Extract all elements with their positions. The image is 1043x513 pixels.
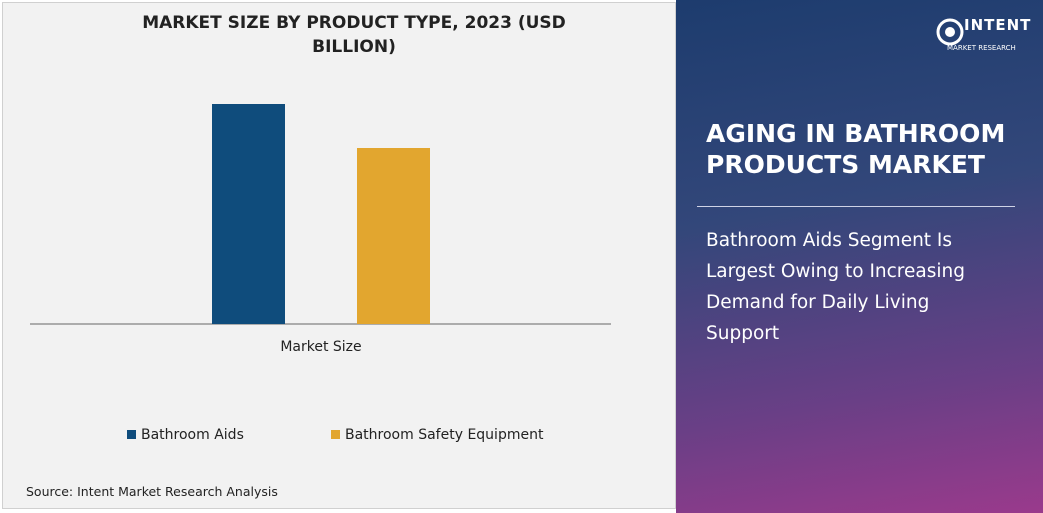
x-tick-label: Market Size [280, 339, 361, 355]
chart-title: MARKET SIZE BY PRODUCT TYPE, 2023 (USD B… [142, 13, 566, 57]
logo-name: INTENT [964, 16, 1032, 34]
bar [357, 148, 430, 324]
logo-icon [936, 18, 964, 46]
legend-label: Bathroom Aids [141, 427, 244, 443]
description: Bathroom Aids Segment Is Largest Owing t… [706, 230, 965, 344]
chart: Market Size Bathroom Aids Bathroom Safety … [30, 104, 611, 443]
logo-tagline: MARKET RESEARCH [947, 44, 1016, 52]
info-panel: INTENT MARKET RESEARCH AGING IN BATHROOM… [676, 0, 1043, 513]
source-note: Source: Intent Market Research Analysis [26, 484, 278, 499]
headline: AGING IN BATHROOM PRODUCTS MARKET [706, 119, 1006, 179]
chart-panel: MARKET SIZE BY PRODUCT TYPE, 2023 (USD B… [2, 2, 676, 509]
legend-swatch [331, 430, 340, 439]
divider [697, 206, 1015, 207]
legend-swatch [127, 430, 136, 439]
legend-label: Bathroom Safety Equipment [345, 427, 544, 443]
bar [212, 104, 285, 324]
